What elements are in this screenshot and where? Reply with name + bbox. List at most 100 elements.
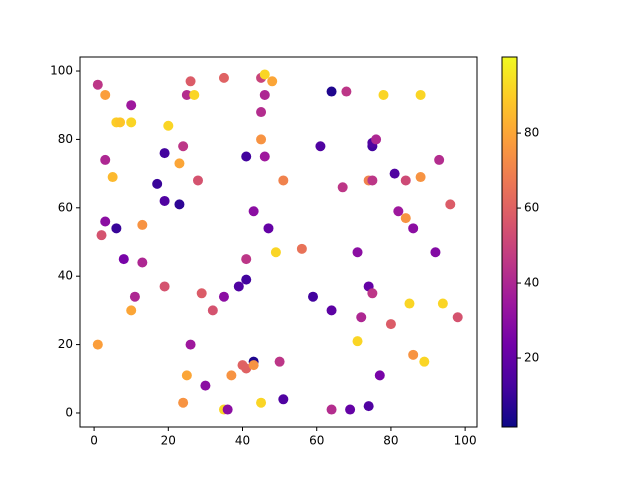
scatter-point <box>118 254 129 265</box>
scatter-point <box>408 223 419 234</box>
scatter-point <box>256 397 267 408</box>
colorbar-tick-label: 60 <box>524 201 539 215</box>
scatter-point <box>207 305 218 316</box>
scatter-point <box>92 339 103 350</box>
scatter-point <box>389 168 400 179</box>
scatter-point <box>192 175 203 186</box>
scatter-point <box>226 370 237 381</box>
scatter-point <box>259 69 270 80</box>
y-tick-label: 80 <box>58 132 73 146</box>
scatter-point <box>400 175 411 186</box>
scatter-point <box>385 319 396 330</box>
scatter-point <box>274 356 285 367</box>
scatter-point <box>415 172 426 183</box>
scatter-point <box>430 247 441 258</box>
scatter-point <box>408 349 419 360</box>
colorbar <box>501 56 518 428</box>
scatter-point <box>367 288 378 299</box>
y-tick-label: 100 <box>50 64 73 78</box>
scatter-point <box>178 141 189 152</box>
scatter-point <box>345 404 356 415</box>
scatter-point <box>126 305 137 316</box>
scatter-point <box>233 281 244 292</box>
scatter-point <box>92 79 103 90</box>
y-tick-label: 40 <box>58 269 73 283</box>
scatter-point <box>126 117 137 128</box>
scatter-point <box>326 404 337 415</box>
x-tick-label: 0 <box>90 434 98 448</box>
scatter-point <box>200 380 211 391</box>
colorbar-tick-label: 80 <box>524 126 539 140</box>
scatter-point <box>100 89 111 100</box>
scatter-point <box>452 312 463 323</box>
scatter-point <box>363 401 374 412</box>
scatter-point <box>263 223 274 234</box>
scatter-point <box>352 336 363 347</box>
scatter-point <box>296 243 307 254</box>
scatter-point <box>352 247 363 258</box>
colorbar-tick-label: 20 <box>524 351 539 365</box>
scatter-point <box>218 72 229 83</box>
scatter-point <box>393 206 404 217</box>
scatter-point <box>326 305 337 316</box>
scatter-point <box>315 141 326 152</box>
scatter-point <box>400 213 411 224</box>
scatter-point <box>241 254 252 265</box>
scatter-point <box>404 298 415 309</box>
x-tick-label: 40 <box>235 434 250 448</box>
scatter-point <box>256 107 267 118</box>
y-tick-label: 0 <box>65 405 73 419</box>
x-tick-label: 20 <box>161 434 176 448</box>
y-tick-label: 60 <box>58 200 73 214</box>
scatter-point <box>308 291 319 302</box>
scatter-point <box>259 151 270 162</box>
x-tick-label: 60 <box>309 434 324 448</box>
scatter-point <box>174 199 185 210</box>
scatter-point <box>248 206 259 217</box>
scatter-point <box>241 363 252 374</box>
scatter-point <box>256 134 267 145</box>
scatter-point <box>341 86 352 97</box>
scatter-point <box>356 312 367 323</box>
scatter-point <box>371 134 382 145</box>
scatter-point <box>367 175 378 186</box>
scatter-point <box>185 76 196 87</box>
scatter-point <box>126 100 137 111</box>
scatter-point <box>159 281 170 292</box>
scatter-point <box>107 172 118 183</box>
scatter-point <box>111 223 122 234</box>
scatter-point <box>267 76 278 87</box>
scatter-point <box>96 230 107 241</box>
y-tick-label: 20 <box>58 337 73 351</box>
scatter-point <box>178 397 189 408</box>
scatter-point <box>241 151 252 162</box>
scatter-point <box>189 89 200 100</box>
scatter-point <box>174 158 185 169</box>
plot-frame <box>79 56 478 428</box>
scatter-point <box>185 339 196 350</box>
scatter-point <box>159 195 170 206</box>
scatter-point <box>129 291 140 302</box>
scatter-point <box>326 86 337 97</box>
scatter-point <box>374 370 385 381</box>
scatter-point <box>378 89 389 100</box>
scatter-point <box>278 394 289 405</box>
scatter-point <box>137 219 148 230</box>
scatter-point <box>218 291 229 302</box>
scatter-point <box>278 175 289 186</box>
scatter-point <box>137 257 148 268</box>
scatter-point <box>181 370 192 381</box>
scatter-point <box>337 182 348 193</box>
scatter-point <box>415 89 426 100</box>
scatter-point <box>437 298 448 309</box>
scatter-point <box>159 148 170 159</box>
scatter-point <box>100 216 111 227</box>
scatter-point <box>115 117 126 128</box>
x-tick-label: 80 <box>383 434 398 448</box>
scatter-point <box>248 360 259 371</box>
scatter-point <box>434 154 445 165</box>
scatter-point <box>181 89 192 100</box>
scatter-point <box>259 89 270 100</box>
